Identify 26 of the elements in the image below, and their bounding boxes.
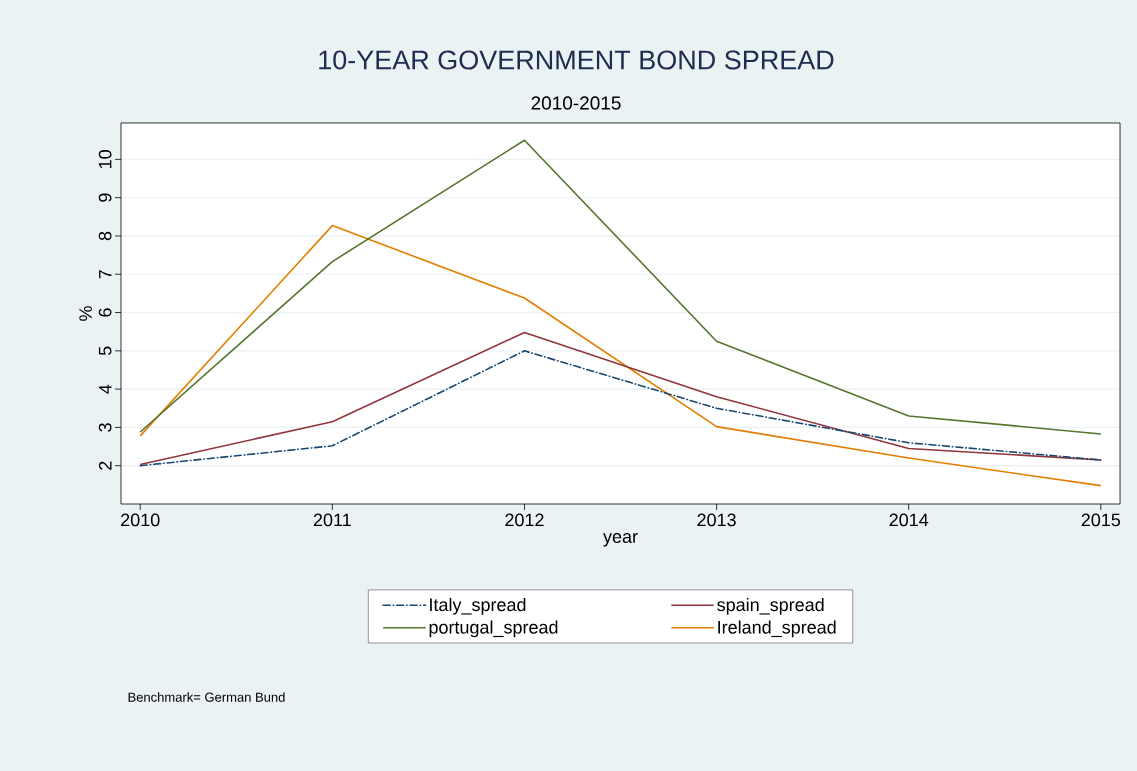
x-tick-label: 2015: [1081, 513, 1121, 527]
chart-title: 10-YEAR GOVERNMENT BOND SPREAD: [319, 50, 834, 70]
x-tick-label: 2014: [889, 513, 929, 527]
legend-label: Italy_spread: [430, 597, 526, 615]
x-tick-label: 2011: [313, 513, 351, 527]
y-tick-label: 3: [98, 423, 112, 432]
line-series: [139, 224, 1102, 487]
x-tick-label: 2013: [697, 513, 736, 527]
chart-subtitle: 2010-2015: [531, 96, 621, 110]
text: Benchmark= German Bund: [128, 692, 285, 702]
x-tick-label: 2010: [121, 513, 160, 527]
x-tick-label: 2012: [505, 513, 544, 527]
y-axis-title: %: [79, 306, 92, 321]
legend-label: Ireland_spread: [718, 620, 836, 638]
y-tick-label: 10: [98, 150, 112, 169]
x-axis-title: year: [603, 533, 638, 547]
y-tick-label: 4: [99, 384, 112, 394]
y-tick-label: 5: [98, 346, 112, 356]
y-tick-label: 8: [98, 231, 112, 241]
y-tick-label: 7: [99, 270, 112, 279]
y-tick-label: 9: [98, 193, 112, 202]
legend-label: spain_spread: [717, 597, 824, 615]
line-series: [139, 139, 1102, 435]
legend-label: portugal_spread: [429, 620, 558, 638]
y-tick-label: 2: [98, 461, 112, 470]
y-tick-label: 6: [98, 308, 112, 317]
